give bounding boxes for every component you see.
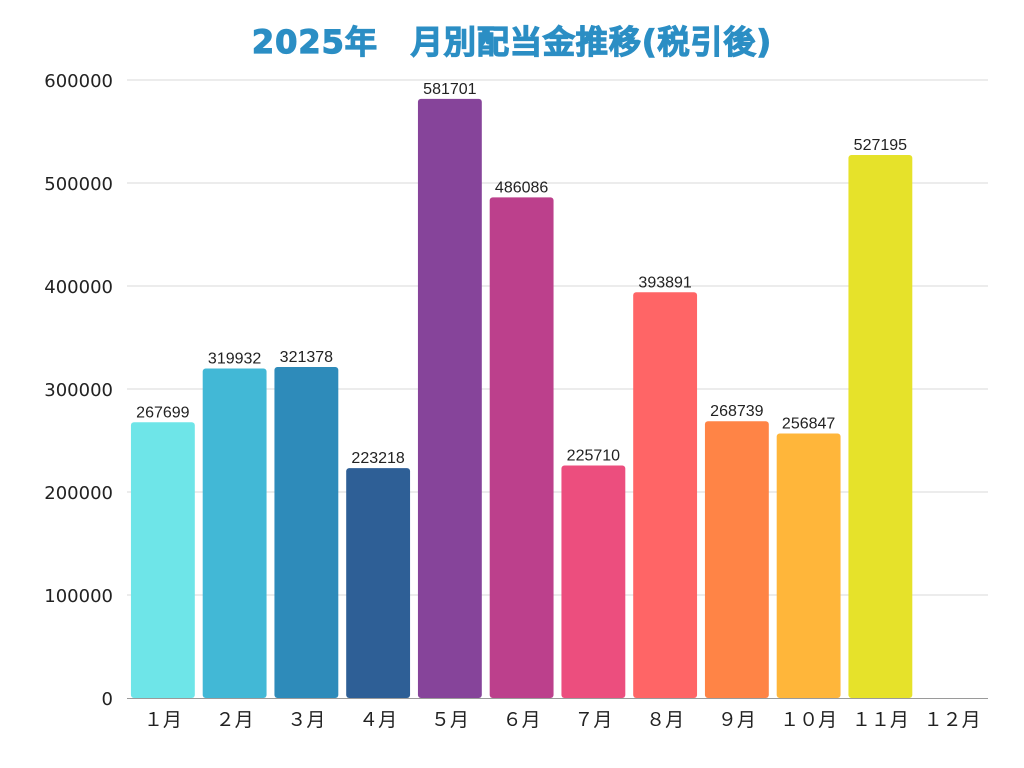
- chart-title: 2025年 月別配当金推移(税引後): [251, 22, 773, 61]
- bar: [633, 292, 698, 698]
- bar: [561, 465, 626, 698]
- data-label: 256847: [782, 415, 835, 432]
- gridlines: [127, 79, 988, 596]
- y-tick-label: 100000: [44, 586, 113, 607]
- bar: [417, 98, 482, 699]
- data-label: 581701: [423, 81, 476, 98]
- data-label: 527195: [854, 137, 907, 154]
- x-tick-label: ７月: [574, 709, 612, 731]
- x-tick-label: ６月: [503, 709, 541, 731]
- data-label: 268739: [710, 403, 763, 420]
- data-label: 486086: [495, 179, 548, 196]
- x-tick-label: ９月: [718, 709, 756, 731]
- x-tick-label: ２月: [216, 709, 254, 731]
- x-tick-label: １０月: [780, 709, 837, 731]
- bar: [848, 154, 913, 699]
- x-tick-label: ５月: [431, 709, 469, 731]
- y-tick-label: 400000: [44, 277, 113, 298]
- y-tick-label: 200000: [44, 483, 113, 504]
- bar: [776, 433, 841, 698]
- data-label: 321378: [280, 349, 333, 366]
- y-tick-label: 600000: [44, 71, 113, 92]
- data-label: 393891: [638, 274, 691, 291]
- x-tick-label: ８月: [646, 709, 684, 731]
- bar: [489, 197, 554, 698]
- bar: [704, 421, 769, 698]
- bar: [130, 422, 195, 698]
- x-tick-label: １１月: [852, 709, 909, 731]
- data-label: 319932: [208, 350, 261, 367]
- data-label: 225710: [567, 448, 620, 465]
- x-tick-label: １２月: [924, 709, 981, 731]
- bar: [202, 368, 267, 698]
- bar: [274, 366, 339, 698]
- x-tick-label: ４月: [359, 709, 397, 731]
- bar: [346, 468, 411, 698]
- x-tick-label: ３月: [287, 709, 325, 731]
- y-tick-label: 0: [102, 689, 113, 710]
- x-tick-label: １月: [144, 709, 182, 731]
- data-label: 223218: [351, 450, 404, 467]
- data-label: 267699: [136, 404, 189, 421]
- y-tick-label: 500000: [44, 174, 113, 195]
- y-tick-label: 300000: [44, 380, 113, 401]
- bars: [130, 98, 913, 699]
- data-labels: 267699 319932 321378 223218 581701 486086 2257…: [136, 81, 907, 467]
- x-axis-ticks: １月 ２月 ３月 ４月 ５月 ６月 ７月 ８月 ９月 １０月 １１月 １２月: [144, 709, 981, 731]
- y-axis-ticks: 0 100000 200000 300000 400000 500000 600000: [44, 71, 113, 710]
